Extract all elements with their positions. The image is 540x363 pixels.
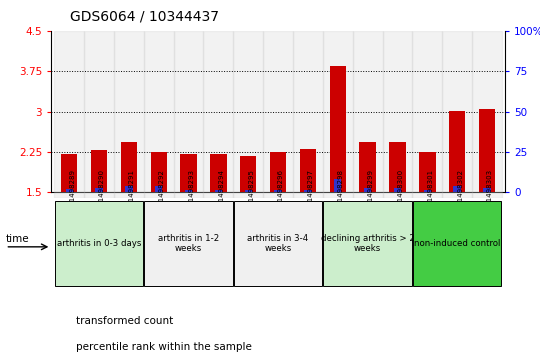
FancyBboxPatch shape: [234, 200, 322, 286]
Text: GSM1498290: GSM1498290: [99, 169, 105, 216]
Text: GSM1498293: GSM1498293: [188, 169, 194, 216]
Bar: [263, 31, 293, 192]
Bar: [84, 192, 114, 198]
Bar: [479, 109, 495, 192]
Bar: [389, 142, 406, 192]
Bar: [304, 190, 312, 192]
Bar: [215, 190, 222, 192]
Bar: [274, 190, 282, 192]
Text: percentile rank within the sample: percentile rank within the sample: [76, 342, 252, 352]
Bar: [55, 192, 84, 198]
Bar: [329, 66, 346, 192]
Text: GSM1498294: GSM1498294: [218, 169, 225, 216]
FancyBboxPatch shape: [144, 200, 233, 286]
Text: GSM1498303: GSM1498303: [487, 169, 493, 216]
Bar: [204, 192, 233, 198]
Text: time: time: [5, 234, 29, 244]
Text: GSM1498302: GSM1498302: [457, 169, 463, 216]
Text: GSM1498292: GSM1498292: [159, 169, 165, 216]
Bar: [334, 179, 341, 192]
Bar: [423, 190, 431, 192]
Bar: [91, 150, 107, 192]
Bar: [65, 189, 73, 192]
Bar: [442, 31, 472, 192]
Bar: [144, 31, 174, 192]
Bar: [449, 111, 465, 192]
Bar: [323, 31, 353, 192]
Bar: [413, 31, 442, 192]
FancyBboxPatch shape: [413, 200, 501, 286]
Bar: [174, 31, 204, 192]
FancyBboxPatch shape: [55, 200, 143, 286]
Bar: [55, 31, 84, 192]
Bar: [472, 31, 502, 192]
Bar: [245, 190, 252, 192]
Bar: [114, 192, 144, 198]
Bar: [125, 186, 133, 192]
Bar: [270, 152, 286, 192]
Bar: [293, 31, 323, 192]
Bar: [360, 142, 376, 192]
Bar: [382, 192, 413, 198]
Bar: [442, 192, 472, 198]
Text: GSM1498297: GSM1498297: [308, 169, 314, 216]
Bar: [180, 154, 197, 192]
Bar: [364, 188, 372, 192]
Text: declining arthritis > 2
weeks: declining arthritis > 2 weeks: [321, 233, 415, 253]
Bar: [300, 149, 316, 192]
Text: GSM1498299: GSM1498299: [368, 169, 374, 216]
Text: arthritis in 1-2
weeks: arthritis in 1-2 weeks: [158, 233, 219, 253]
Bar: [84, 31, 114, 192]
Text: non-induced control: non-induced control: [414, 239, 501, 248]
Text: GSM1498291: GSM1498291: [129, 169, 135, 216]
Bar: [419, 152, 436, 192]
Text: GSM1498301: GSM1498301: [427, 169, 433, 216]
Bar: [155, 186, 163, 192]
Bar: [454, 186, 461, 192]
Bar: [353, 192, 382, 198]
Bar: [120, 142, 137, 192]
Bar: [151, 152, 167, 192]
Text: GSM1498300: GSM1498300: [397, 169, 403, 216]
Bar: [323, 192, 353, 198]
Text: arthritis in 0-3 days: arthritis in 0-3 days: [57, 239, 141, 248]
Text: GSM1498296: GSM1498296: [278, 169, 284, 216]
Bar: [185, 190, 192, 192]
FancyBboxPatch shape: [323, 200, 412, 286]
Bar: [204, 31, 233, 192]
Bar: [293, 192, 323, 198]
Text: GSM1498298: GSM1498298: [338, 169, 344, 216]
Bar: [240, 156, 256, 192]
Bar: [96, 188, 103, 192]
Bar: [61, 154, 77, 192]
Text: GDS6064 / 10344437: GDS6064 / 10344437: [70, 9, 219, 23]
Bar: [353, 31, 382, 192]
Bar: [210, 154, 227, 192]
Bar: [483, 188, 491, 192]
Text: GSM1498295: GSM1498295: [248, 169, 254, 216]
Bar: [233, 192, 263, 198]
Bar: [394, 188, 401, 192]
Text: GSM1498289: GSM1498289: [69, 169, 75, 216]
Bar: [114, 31, 144, 192]
Bar: [144, 192, 174, 198]
Bar: [263, 192, 293, 198]
Bar: [233, 31, 263, 192]
Text: arthritis in 3-4
weeks: arthritis in 3-4 weeks: [247, 233, 309, 253]
Text: transformed count: transformed count: [76, 316, 173, 326]
Bar: [413, 192, 442, 198]
Bar: [382, 31, 413, 192]
Bar: [174, 192, 204, 198]
Bar: [472, 192, 502, 198]
